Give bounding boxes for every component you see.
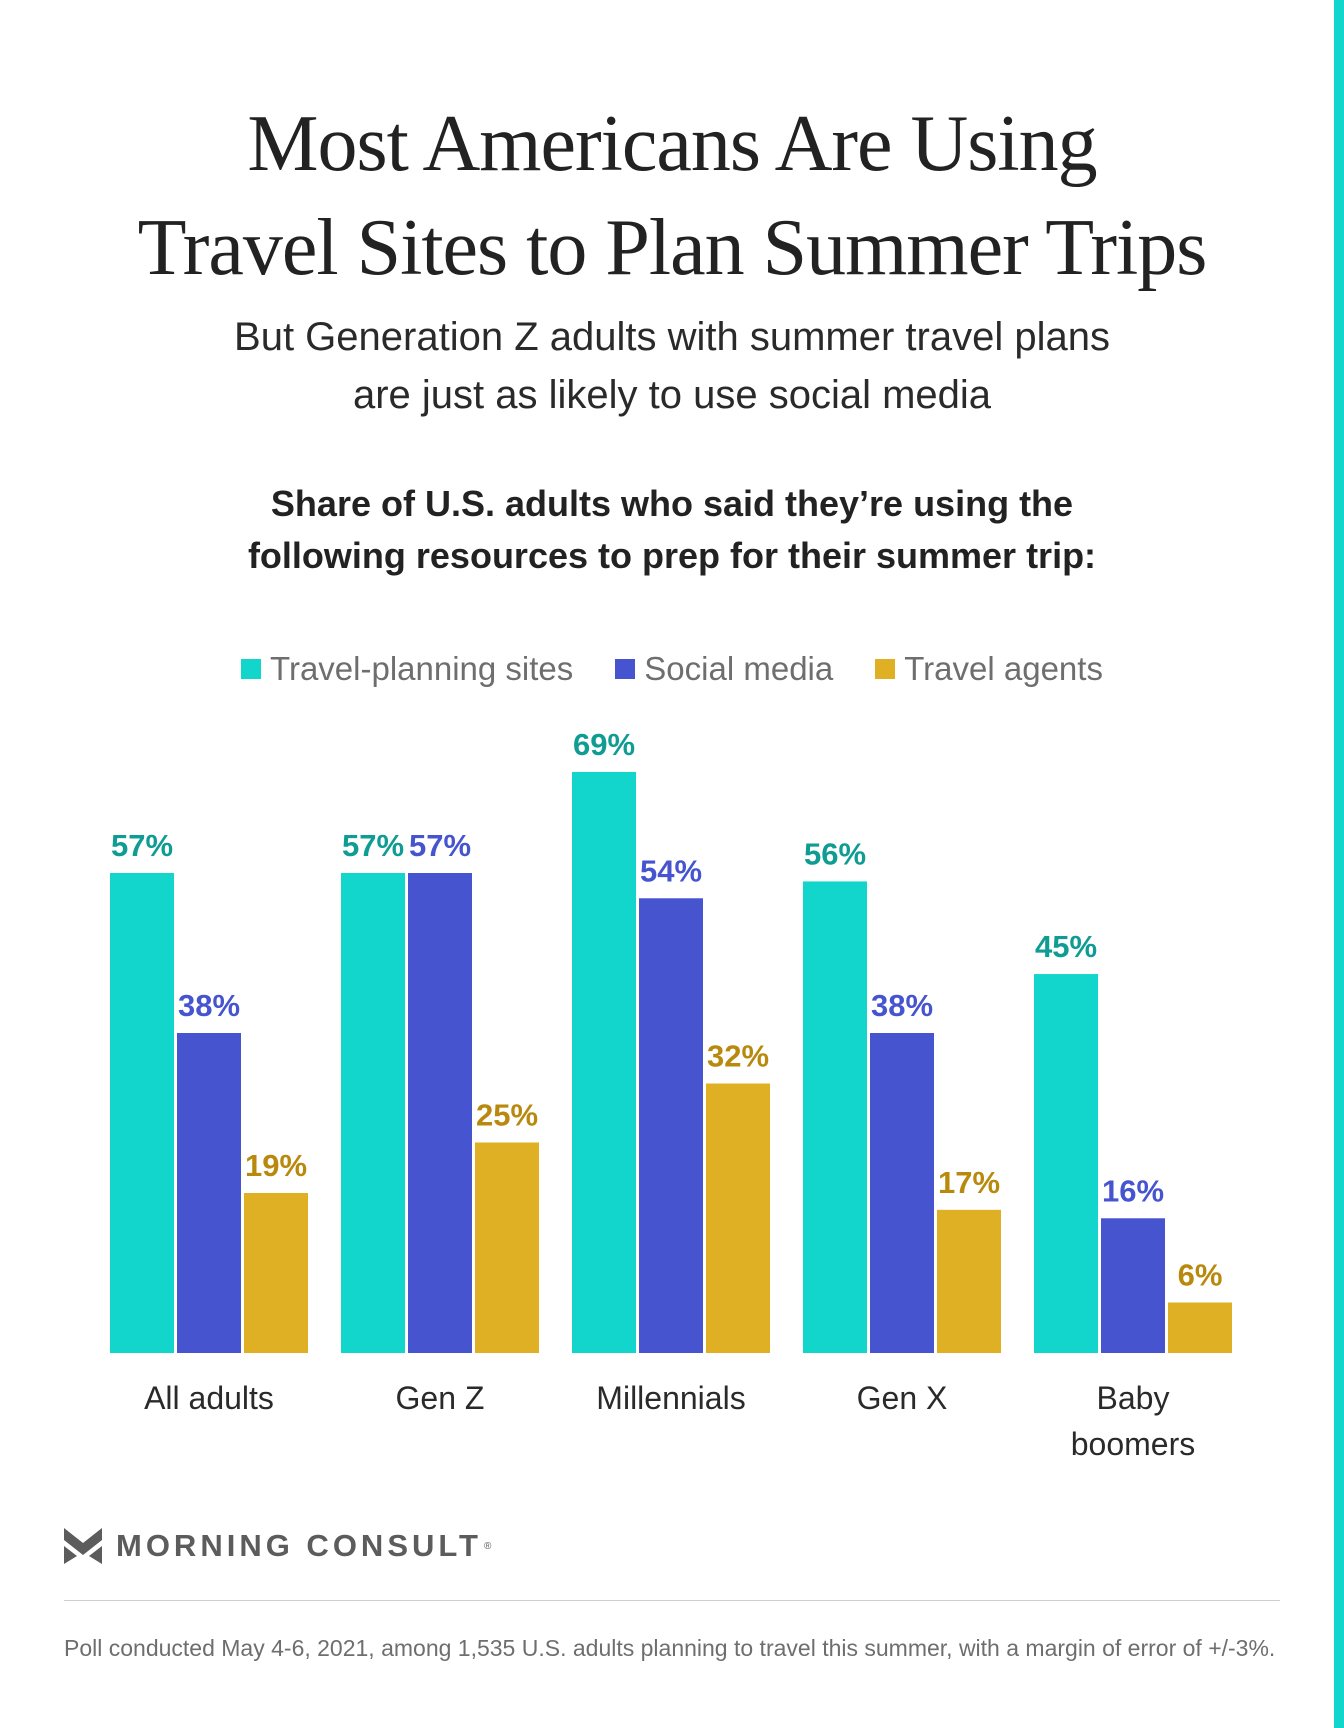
- legend-item-travel-agents: Travel agents: [875, 650, 1103, 688]
- bar-travel-agents-4: [1168, 1302, 1232, 1353]
- bar-social-media-4: [1101, 1218, 1165, 1353]
- category-label-3: Gen X: [857, 1380, 948, 1416]
- accent-bar: [1334, 0, 1344, 1728]
- bar-travel-agents-2: [706, 1083, 770, 1353]
- survey-question-line-2: following resources to prep for their su…: [247, 535, 1097, 576]
- data-label-social-media-4: 16%: [1102, 1173, 1164, 1208]
- data-label-social-media-2: 54%: [640, 853, 702, 888]
- bar-travel-sites-2: [572, 771, 636, 1353]
- chart-subtitle-line-1: But Generation Z adults with summer trav…: [234, 315, 1110, 359]
- data-label-travel-sites-1: 57%: [342, 828, 404, 863]
- survey-question-line-1: Share of U.S. adults who said they’re us…: [270, 483, 1074, 524]
- chart-subtitle-line-2: are just as likely to use social media: [352, 373, 992, 417]
- bar-social-media-0: [177, 1033, 241, 1353]
- data-label-travel-sites-4: 45%: [1035, 929, 1097, 964]
- brand-logo: MORNING CONSULT ®: [64, 1528, 491, 1564]
- legend-swatch-travel-sites: [241, 659, 262, 679]
- legend-item-travel-sites: Travel-planning sites: [241, 650, 573, 688]
- category-label-2: Millennials: [596, 1380, 745, 1416]
- bar-social-media-1: [408, 873, 472, 1353]
- chart-title: Most Americans Are Using Travel Sites to…: [0, 92, 1344, 300]
- data-label-travel-sites-3: 56%: [804, 836, 866, 871]
- category-label-1: Gen Z: [396, 1380, 485, 1416]
- data-label-social-media-0: 38%: [178, 988, 240, 1023]
- category-label-0: All adults: [144, 1380, 274, 1416]
- footer-divider: [64, 1600, 1280, 1601]
- data-label-travel-agents-0: 19%: [245, 1148, 307, 1183]
- morning-consult-logo-icon: [64, 1528, 102, 1564]
- brand-name: MORNING CONSULT: [116, 1528, 482, 1563]
- chart-title-line-1: Most Americans Are Using: [247, 100, 1097, 188]
- data-label-travel-agents-4: 6%: [1178, 1257, 1223, 1292]
- category-label-4-line-0: Baby: [1097, 1380, 1170, 1416]
- data-label-social-media-1: 57%: [409, 828, 471, 863]
- data-label-travel-agents-3: 17%: [938, 1165, 1000, 1200]
- data-label-travel-agents-1: 25%: [476, 1097, 538, 1132]
- bar-travel-sites-0: [110, 873, 174, 1353]
- legend-label-travel-agents: Travel agents: [904, 650, 1103, 687]
- bar-travel-agents-1: [475, 1142, 539, 1353]
- chart-subtitle: But Generation Z adults with summer trav…: [0, 308, 1344, 424]
- bar-social-media-3: [870, 1033, 934, 1353]
- brand-registered-mark: ®: [483, 1540, 492, 1552]
- legend-label-travel-sites: Travel-planning sites: [270, 650, 574, 687]
- category-label-4-line-1: boomers: [1071, 1426, 1196, 1462]
- legend-item-social-media: Social media: [615, 650, 833, 688]
- bar-travel-sites-1: [341, 873, 405, 1353]
- data-label-travel-agents-2: 32%: [707, 1039, 769, 1074]
- methodology-note: Poll conducted May 4-6, 2021, among 1,53…: [64, 1635, 1276, 1661]
- data-label-travel-sites-0: 57%: [111, 828, 173, 863]
- bar-social-media-2: [639, 898, 703, 1353]
- chart-title-line-2: Travel Sites to Plan Summer Trips: [137, 204, 1208, 292]
- bar-travel-agents-3: [937, 1209, 1001, 1353]
- bar-travel-sites-3: [803, 881, 867, 1353]
- data-label-travel-sites-2: 69%: [573, 727, 635, 762]
- bar-travel-agents-0: [244, 1193, 308, 1353]
- data-label-social-media-3: 38%: [871, 988, 933, 1023]
- chart-legend: Travel-planning sites Social media Trave…: [0, 650, 1344, 688]
- legend-swatch-travel-agents: [875, 659, 896, 679]
- legend-label-social-media: Social media: [644, 650, 834, 687]
- legend-swatch-social-media: [615, 659, 636, 679]
- survey-question: Share of U.S. adults who said they’re us…: [0, 478, 1344, 582]
- bar-travel-sites-4: [1034, 974, 1098, 1353]
